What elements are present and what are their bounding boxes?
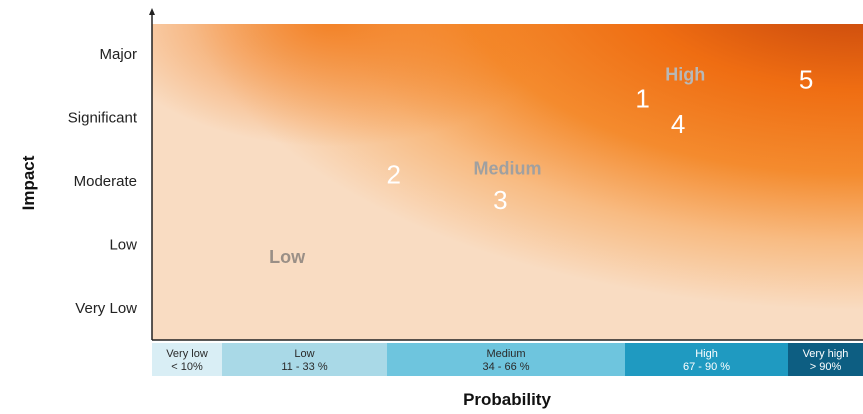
y-axis-title: Impact (19, 155, 38, 210)
probability-band-bg (788, 343, 863, 376)
risk-marker: 4 (671, 109, 685, 139)
y-tick-labels: Very Low Low Moderate Significant Major (68, 46, 138, 317)
probability-band-name: High (695, 348, 718, 360)
x-axis-title: Probability (463, 390, 551, 409)
probability-band-name: Medium (486, 348, 525, 360)
probability-band: Very high> 90% (788, 343, 863, 376)
probability-band-range: 34 - 66 % (482, 361, 529, 373)
probability-band-range: 11 - 33 % (281, 361, 327, 373)
probability-band-bg (387, 343, 625, 376)
y-tick-label: Significant (68, 110, 138, 127)
probability-band-bg (152, 343, 222, 376)
risk-marker: 3 (493, 185, 507, 215)
y-tick-label: Low (109, 237, 137, 254)
y-axis-arrow (149, 8, 155, 15)
zone-label: Low (269, 247, 306, 267)
zone-labels: Low Medium High (269, 64, 705, 267)
y-tick-label: Very Low (75, 300, 137, 317)
probability-band-name: Very low (166, 348, 208, 360)
heat-overlay-glow (152, 24, 863, 340)
risk-marker: 2 (387, 160, 401, 190)
probability-band-range: < 10% (171, 361, 203, 373)
probability-band-range: > 90% (810, 361, 842, 373)
y-tick-label: Major (99, 46, 137, 63)
zone-label: Medium (473, 158, 541, 178)
probability-band-name: Low (294, 348, 314, 360)
probability-band-name: Very high (803, 348, 849, 360)
probability-band: Very low< 10% (152, 343, 222, 376)
zone-label: High (665, 64, 705, 84)
risk-marker: 5 (799, 64, 813, 94)
probability-band-range: 67 - 90 % (683, 361, 730, 373)
risk-markers: 1 2 3 4 5 (387, 64, 814, 215)
y-tick-label: Moderate (74, 173, 137, 190)
probability-band-bg (222, 343, 387, 376)
risk-marker: 1 (635, 83, 649, 113)
probability-band-bg (625, 343, 788, 376)
